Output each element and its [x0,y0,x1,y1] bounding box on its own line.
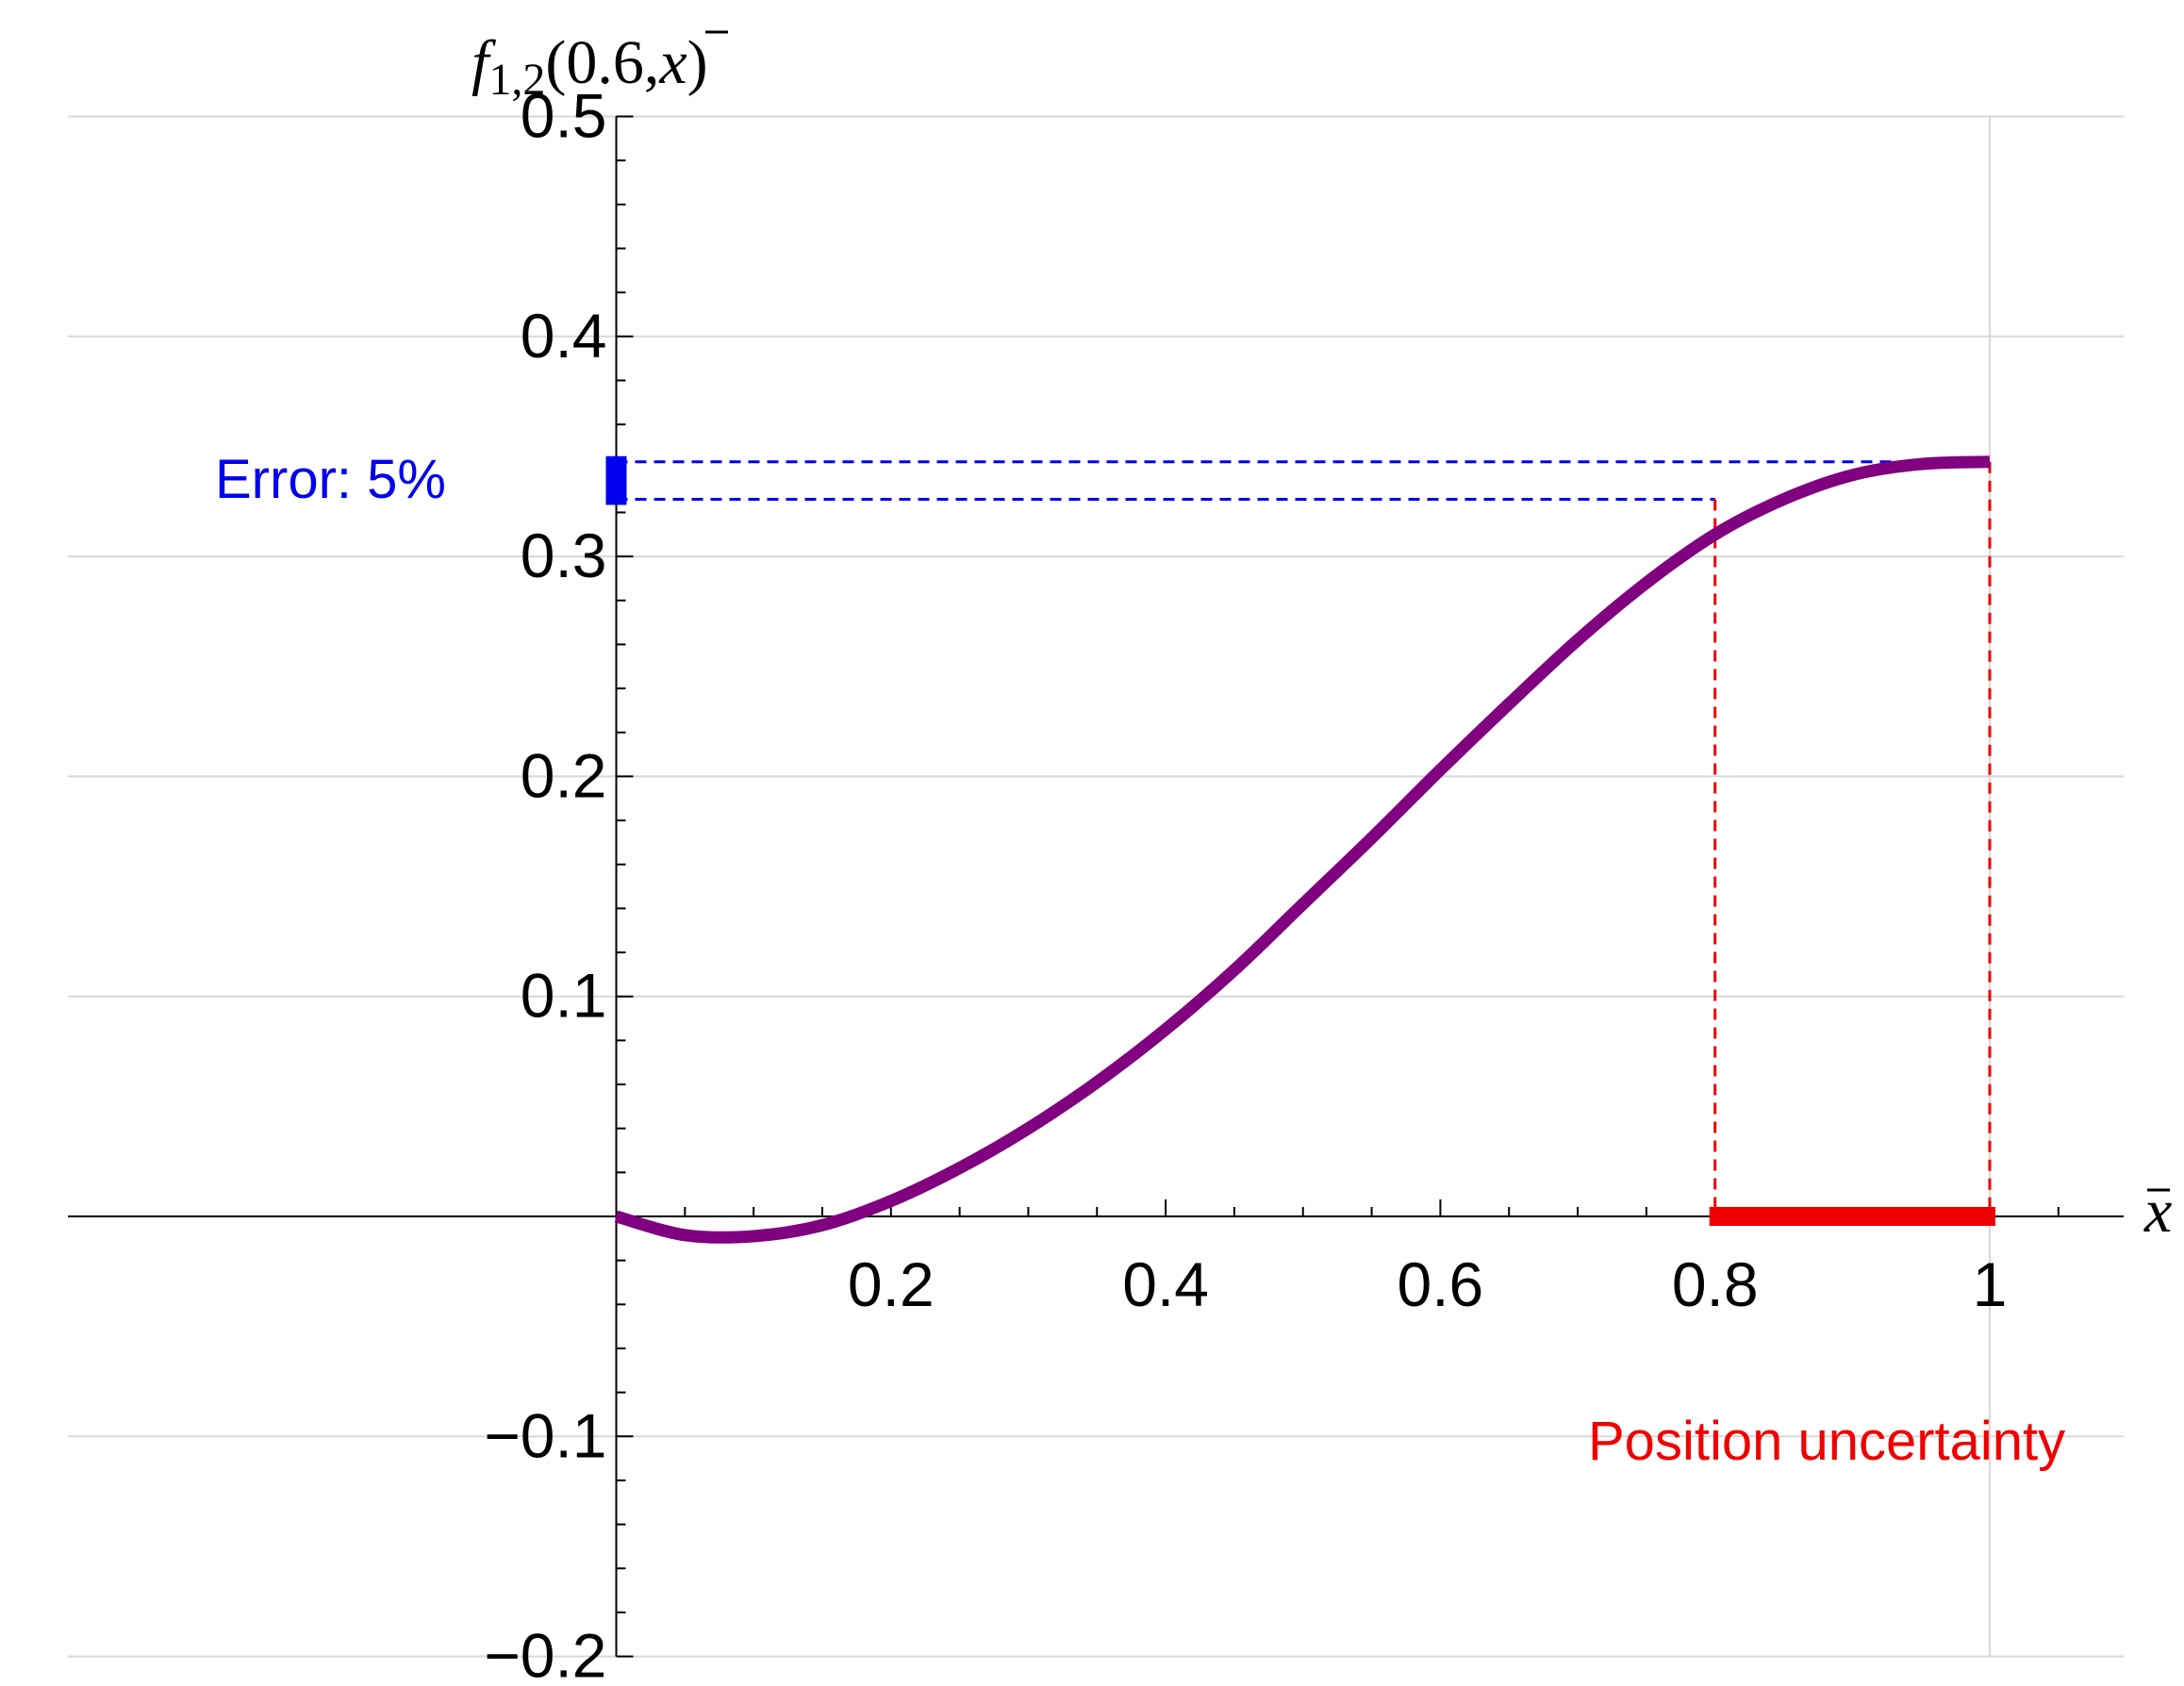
error-annotation: Error: 5% [215,449,446,510]
x-tick-label: 0.2 [848,1249,935,1319]
y-tick-label: −0.1 [484,1400,606,1470]
series-layer [614,455,1991,1244]
y-tick-label: 0.2 [521,740,607,810]
tick-labels: 0.2 0.4 0.6 0.8 1 −0.2 −0.1 0.1 0.2 0.3 0.4 0.5 [484,81,2007,1686]
y-tick-label: 0.1 [521,961,607,1031]
uncertainty-guides [605,455,1995,1226]
x-tick-label: 0.4 [1122,1249,1209,1319]
x-tick-label: 0.8 [1672,1249,1759,1319]
x-tick-label: 0.6 [1398,1249,1484,1319]
x-axis-title: x [2143,1177,2172,1246]
position-annotation: Position uncertainty [1588,1411,2065,1472]
grid-lines [68,115,2124,1658]
error-band-bar [605,455,627,505]
position-band-bar [1709,1207,1995,1226]
x-tick-label: 1 [1973,1249,2008,1319]
y-tick-label: −0.2 [484,1621,606,1686]
y-tick-label: 0.3 [521,521,607,590]
y-tick-label: 0.5 [521,81,607,151]
y-tick-label: 0.4 [521,301,607,371]
y-axis-title: f1,2(0.6,x) [472,28,708,105]
series-line-0 [614,455,1991,1244]
